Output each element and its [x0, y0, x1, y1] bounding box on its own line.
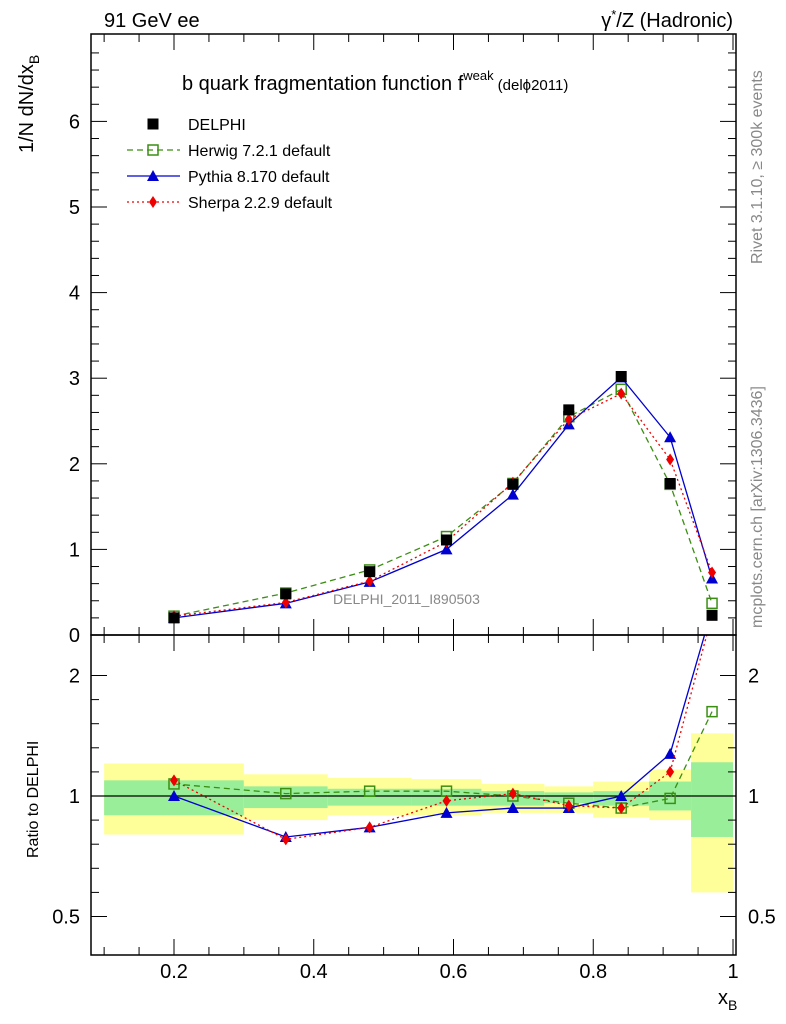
plot-title: b quark fragmentation function fweak(del…: [182, 68, 568, 95]
ratio-point-herwig: [664, 792, 676, 805]
main-point-data: [280, 588, 292, 600]
legend-label-herwig: Herwig 7.2.1 default: [188, 143, 331, 160]
main-point-sherpa: [666, 453, 675, 466]
x-tick-label: 0.8: [579, 961, 607, 983]
main-point-data: [507, 478, 519, 490]
ratio-panel-series: [168, 635, 718, 846]
ratio-tick-label-right: 0.5: [748, 907, 776, 929]
y-tick-label: 6: [69, 111, 80, 133]
ratio-tick-label: 1: [69, 786, 80, 808]
ratio-uncertainty-bands: [91, 733, 736, 893]
tick-labels: 0.2 0.4 0.6 0.8 1 0 1 2 3 4 5 6 0.5 0.5 1 1 2 2: [52, 111, 776, 983]
y-tick-label: 2: [69, 454, 80, 476]
x-tick-label: 0.2: [160, 961, 188, 983]
main-panel-series: [168, 370, 719, 624]
main-point-sherpa: [564, 413, 573, 426]
legend-marker-sherpa: [149, 196, 157, 208]
ratio-point-sherpa: [281, 833, 290, 846]
x-axis-label: xB: [718, 987, 737, 1013]
main-point-data: [364, 566, 376, 578]
main-point-sherpa: [365, 575, 374, 588]
ratio-point-sherpa: [170, 774, 178, 787]
ratio-point-sherpa: [365, 821, 374, 834]
analysis-watermark: DELPHI_2011_I890503: [333, 591, 480, 607]
axes-ticks: [91, 34, 736, 955]
legend-marker-herwig: [147, 144, 159, 156]
ratio-point-sherpa: [442, 794, 451, 807]
main-point-data: [168, 612, 180, 624]
ratio-point-pythia: [615, 790, 628, 801]
x-tick-label: 0.6: [440, 961, 468, 983]
main-point-herwig: [706, 597, 718, 610]
ratio-point-sherpa: [564, 799, 573, 812]
main-point-sherpa: [708, 566, 717, 579]
main-point-sherpa: [281, 596, 290, 609]
legend-label-sherpa: Sherpa 2.2.9 default: [188, 195, 333, 212]
main-line-sherpa: [173, 392, 713, 617]
ratio-point-sherpa: [508, 787, 517, 800]
ratio-point-pythia: [664, 747, 677, 759]
ratio-panel-frame: [90, 634, 737, 956]
ratio-tick-label: 0.5: [52, 907, 80, 929]
y-tick-label: 5: [69, 197, 80, 219]
legend-marker-data: [147, 118, 159, 130]
legend-label-data: DELPHI: [188, 117, 246, 134]
mcplots-label: mcplots.cern.ch [arXiv:1306.3436]: [749, 386, 766, 628]
ratio-point-herwig: [363, 785, 376, 797]
ratio-point-sherpa: [617, 802, 626, 815]
ratio-tick-label: 2: [69, 666, 80, 688]
ratio-tick-label-right: 1: [748, 786, 759, 808]
main-point-data: [615, 370, 627, 382]
main-point-data: [664, 477, 676, 489]
x-tick-label: 0.4: [300, 961, 328, 983]
main-line-pythia: [173, 376, 713, 619]
y-tick-label: 0: [69, 625, 80, 647]
main-point-data: [441, 534, 453, 546]
main-point-data: [563, 404, 575, 416]
band-inner-2: [327, 788, 412, 806]
main-point-pythia: [664, 431, 677, 443]
y-tick-label: 4: [69, 283, 80, 305]
legend-label-pythia: Pythia 8.170 default: [188, 169, 330, 186]
ratio-point-herwig: [280, 787, 292, 800]
main-point-sherpa: [617, 387, 626, 400]
legend-marker-pythia: [147, 170, 159, 181]
main-line-herwig: [173, 388, 713, 617]
header-right: γ*/Z (Hadronic): [601, 7, 733, 32]
y-tick-label: 1: [69, 539, 80, 561]
ratio-point-sherpa: [666, 765, 675, 778]
ratio-point-herwig: [706, 705, 718, 718]
y-tick-label: 3: [69, 368, 80, 390]
band-inner-1: [243, 786, 328, 809]
ratio-line-herwig: [173, 711, 713, 809]
ratio-point-pythia: [440, 806, 453, 818]
legend: DELPHI Herwig 7.2.1 default Pythia 8.170 d…: [127, 117, 333, 212]
ratio-point-pythia: [168, 790, 180, 801]
header-left: 91 GeV ee: [104, 10, 200, 32]
band-inner-8: [691, 762, 733, 837]
main-point-data: [706, 609, 718, 621]
rivet-label: Rivet 3.1.10, ≥ 300k events: [749, 70, 766, 264]
ratio-point-pythia: [506, 802, 519, 814]
x-tick-label: 1: [727, 961, 738, 983]
ratio-axis-label: Ratio to DELPHI: [25, 741, 42, 858]
main-point-pythia: [506, 488, 519, 500]
ratio-tick-label-right: 2: [748, 666, 759, 688]
main-point-pythia: [440, 543, 453, 555]
y-axis-label: 1/N dN/dxB: [16, 55, 42, 153]
